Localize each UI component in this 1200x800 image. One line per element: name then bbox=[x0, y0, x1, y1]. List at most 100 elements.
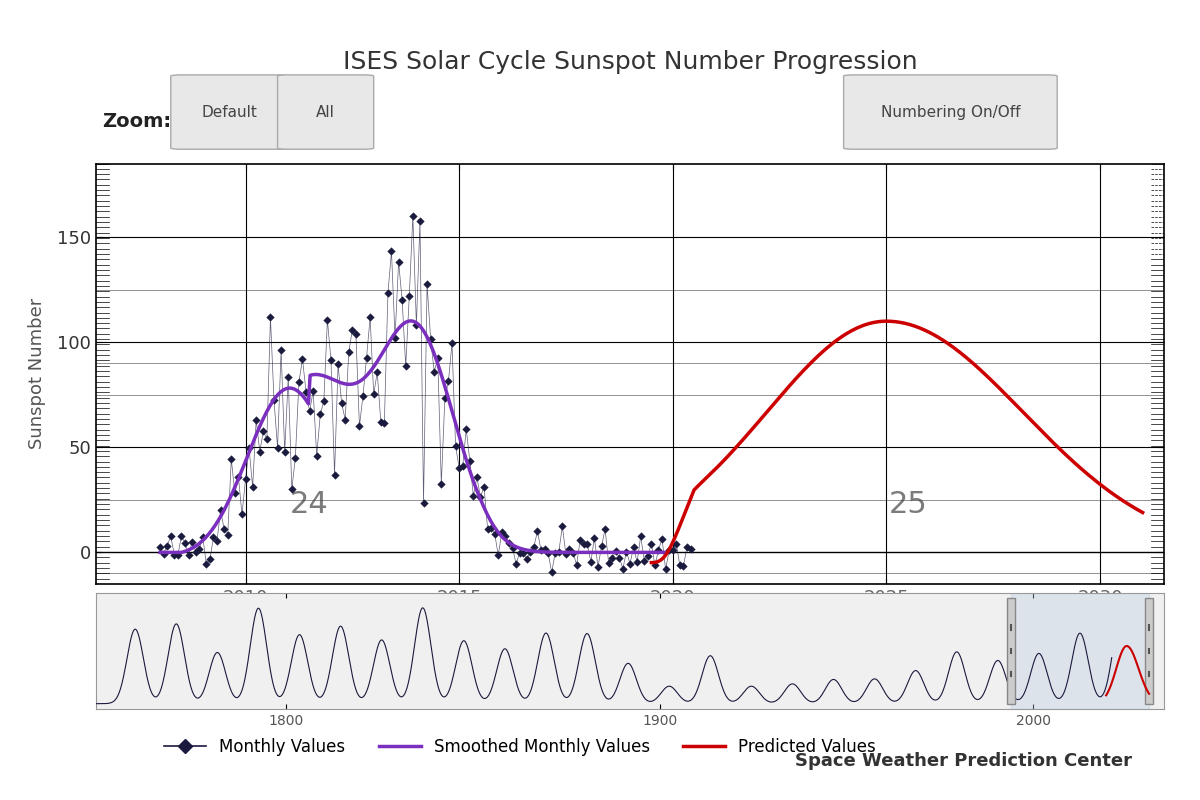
Point bbox=[566, 558, 586, 571]
Point bbox=[553, 520, 572, 533]
Point bbox=[414, 497, 433, 510]
Point bbox=[499, 536, 518, 549]
Point bbox=[314, 394, 334, 407]
Point bbox=[457, 422, 476, 435]
Point bbox=[577, 538, 596, 550]
Point bbox=[524, 541, 544, 554]
Point bbox=[161, 530, 180, 542]
Point bbox=[610, 551, 629, 564]
Point bbox=[403, 210, 422, 222]
Point bbox=[278, 371, 298, 384]
Point bbox=[613, 562, 632, 575]
Point bbox=[208, 534, 227, 547]
Point bbox=[172, 530, 191, 542]
Point bbox=[275, 446, 294, 458]
Point bbox=[667, 538, 686, 550]
Point bbox=[307, 450, 326, 462]
Point bbox=[264, 394, 283, 406]
Text: 24: 24 bbox=[290, 490, 329, 518]
Point bbox=[439, 374, 458, 387]
Point bbox=[229, 470, 248, 483]
Point bbox=[325, 468, 344, 481]
Point bbox=[488, 549, 508, 562]
Point bbox=[204, 530, 223, 543]
Point bbox=[260, 311, 280, 324]
Point bbox=[154, 547, 173, 560]
Text: 25: 25 bbox=[888, 490, 928, 518]
Point bbox=[410, 214, 430, 227]
Point bbox=[300, 405, 319, 418]
Point bbox=[492, 526, 511, 538]
Point bbox=[175, 537, 194, 550]
Point bbox=[528, 525, 547, 538]
Point bbox=[463, 490, 482, 502]
Point bbox=[570, 534, 589, 546]
Point bbox=[200, 553, 220, 566]
Point bbox=[236, 473, 256, 486]
Point bbox=[428, 352, 448, 365]
Point bbox=[286, 451, 305, 464]
Point bbox=[510, 546, 529, 559]
Point bbox=[193, 530, 212, 543]
Point bbox=[421, 333, 440, 346]
Point bbox=[535, 543, 554, 556]
Point bbox=[186, 546, 205, 558]
Point bbox=[503, 542, 522, 554]
Text: Default: Default bbox=[202, 105, 258, 119]
Point bbox=[293, 353, 312, 366]
Point bbox=[588, 561, 607, 574]
Y-axis label: Sunspot Number: Sunspot Number bbox=[28, 298, 46, 450]
Point bbox=[649, 544, 668, 557]
Point bbox=[257, 433, 276, 446]
FancyBboxPatch shape bbox=[170, 75, 288, 150]
Point bbox=[296, 386, 316, 398]
Point bbox=[671, 559, 690, 572]
Legend: Monthly Values, Smoothed Monthly Values, Predicted Values: Monthly Values, Smoothed Monthly Values,… bbox=[157, 731, 883, 762]
X-axis label: Universal Time: Universal Time bbox=[563, 618, 697, 636]
Point bbox=[211, 504, 230, 517]
Point bbox=[364, 388, 383, 401]
Point bbox=[182, 535, 202, 548]
Point bbox=[664, 543, 683, 556]
Point bbox=[574, 538, 593, 551]
Point bbox=[197, 558, 216, 570]
Point bbox=[680, 543, 700, 556]
Point bbox=[653, 532, 672, 545]
Point bbox=[374, 417, 394, 430]
Point bbox=[382, 245, 401, 258]
Point bbox=[222, 453, 241, 466]
Text: Zoom:: Zoom: bbox=[102, 112, 170, 131]
Point bbox=[329, 358, 348, 371]
Point bbox=[470, 490, 490, 503]
Point bbox=[478, 522, 497, 535]
Point bbox=[481, 522, 500, 534]
Point bbox=[407, 319, 426, 332]
Point bbox=[617, 546, 636, 558]
Point bbox=[311, 408, 330, 421]
Point bbox=[546, 546, 565, 559]
Point bbox=[521, 546, 540, 559]
Point bbox=[360, 311, 379, 324]
Point bbox=[356, 351, 376, 364]
Point bbox=[454, 460, 473, 473]
Point bbox=[514, 546, 533, 559]
Point bbox=[631, 530, 650, 542]
Point bbox=[620, 557, 640, 570]
Point bbox=[660, 544, 679, 557]
Point bbox=[443, 337, 462, 350]
Point bbox=[392, 294, 412, 307]
Point bbox=[460, 454, 479, 467]
Point bbox=[539, 546, 558, 559]
Point bbox=[474, 480, 493, 493]
Point bbox=[564, 546, 583, 559]
Point bbox=[396, 360, 415, 373]
Point bbox=[599, 557, 618, 570]
Point bbox=[340, 346, 359, 358]
Point bbox=[268, 442, 287, 454]
Point bbox=[353, 390, 372, 402]
Point bbox=[244, 481, 263, 494]
Point bbox=[350, 420, 370, 433]
Point bbox=[485, 528, 504, 541]
Point bbox=[673, 560, 692, 573]
Point bbox=[517, 553, 536, 566]
